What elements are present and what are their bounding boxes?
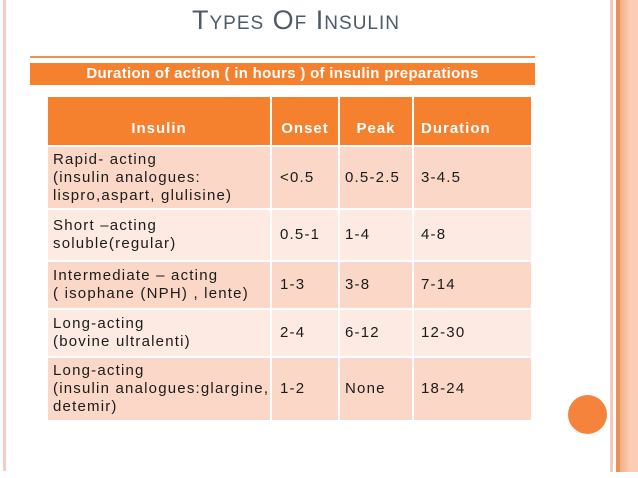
right-side-peach-band	[620, 0, 638, 472]
cell-peak: 6-12	[340, 310, 412, 356]
slide-title: Types Of Insulin	[192, 5, 400, 35]
banner-top-accent-line	[30, 56, 535, 58]
cell-duration: 7-14	[414, 262, 531, 308]
cell-duration: 12-30	[414, 310, 531, 356]
column-header-insulin: Insulin	[48, 97, 270, 145]
cell-peak: 1-4	[340, 210, 412, 260]
right-stripe-thin-pink	[610, 0, 613, 472]
table-row: Intermediate – acting ( isophane (NPH) ,…	[48, 262, 531, 308]
left-border-line	[3, 0, 6, 471]
table-caption-banner: Duration of action ( in hours ) of insul…	[30, 63, 535, 85]
cell-insulin-type: Short –acting soluble(regular)	[48, 210, 270, 260]
table-row: Long-acting (insulin analogues:glargine,…	[48, 358, 531, 420]
column-header-peak: Peak	[340, 97, 412, 145]
cell-insulin-type: Long-acting (insulin analogues:glargine,…	[48, 358, 270, 420]
orange-circle-decoration	[568, 395, 607, 434]
cell-onset: 1-2	[272, 358, 338, 420]
table-body: Rapid- acting (insulin analogues: lispro…	[48, 147, 531, 420]
table-row: Rapid- acting (insulin analogues: lispro…	[48, 147, 531, 208]
table-row: Long-acting (bovine ultralenti) 2-4 6-12…	[48, 310, 531, 356]
cell-duration: 3-4.5	[414, 147, 531, 208]
cell-peak: 3-8	[340, 262, 412, 308]
cell-onset: 1-3	[272, 262, 338, 308]
cell-insulin-type: Long-acting (bovine ultralenti)	[48, 310, 270, 356]
cell-duration: 4-8	[414, 210, 531, 260]
column-header-onset: Onset	[272, 97, 338, 145]
right-stripe-orange	[616, 0, 620, 472]
cell-onset: <0.5	[272, 147, 338, 208]
cell-insulin-type: Intermediate – acting ( isophane (NPH) ,…	[48, 262, 270, 308]
table-row: Short –acting soluble(regular) 0.5-1 1-4…	[48, 210, 531, 260]
cell-peak: None	[340, 358, 412, 420]
table-header-row: Insulin Onset Peak Duration	[48, 97, 531, 145]
cell-onset: 2-4	[272, 310, 338, 356]
cell-onset: 0.5-1	[272, 210, 338, 260]
cell-peak: 0.5-2.5	[340, 147, 412, 208]
insulin-table: Insulin Onset Peak Duration Rapid- actin…	[46, 95, 533, 422]
column-header-duration: Duration	[414, 97, 531, 145]
cell-duration: 18-24	[414, 358, 531, 420]
cell-insulin-type: Rapid- acting (insulin analogues: lispro…	[48, 147, 270, 208]
